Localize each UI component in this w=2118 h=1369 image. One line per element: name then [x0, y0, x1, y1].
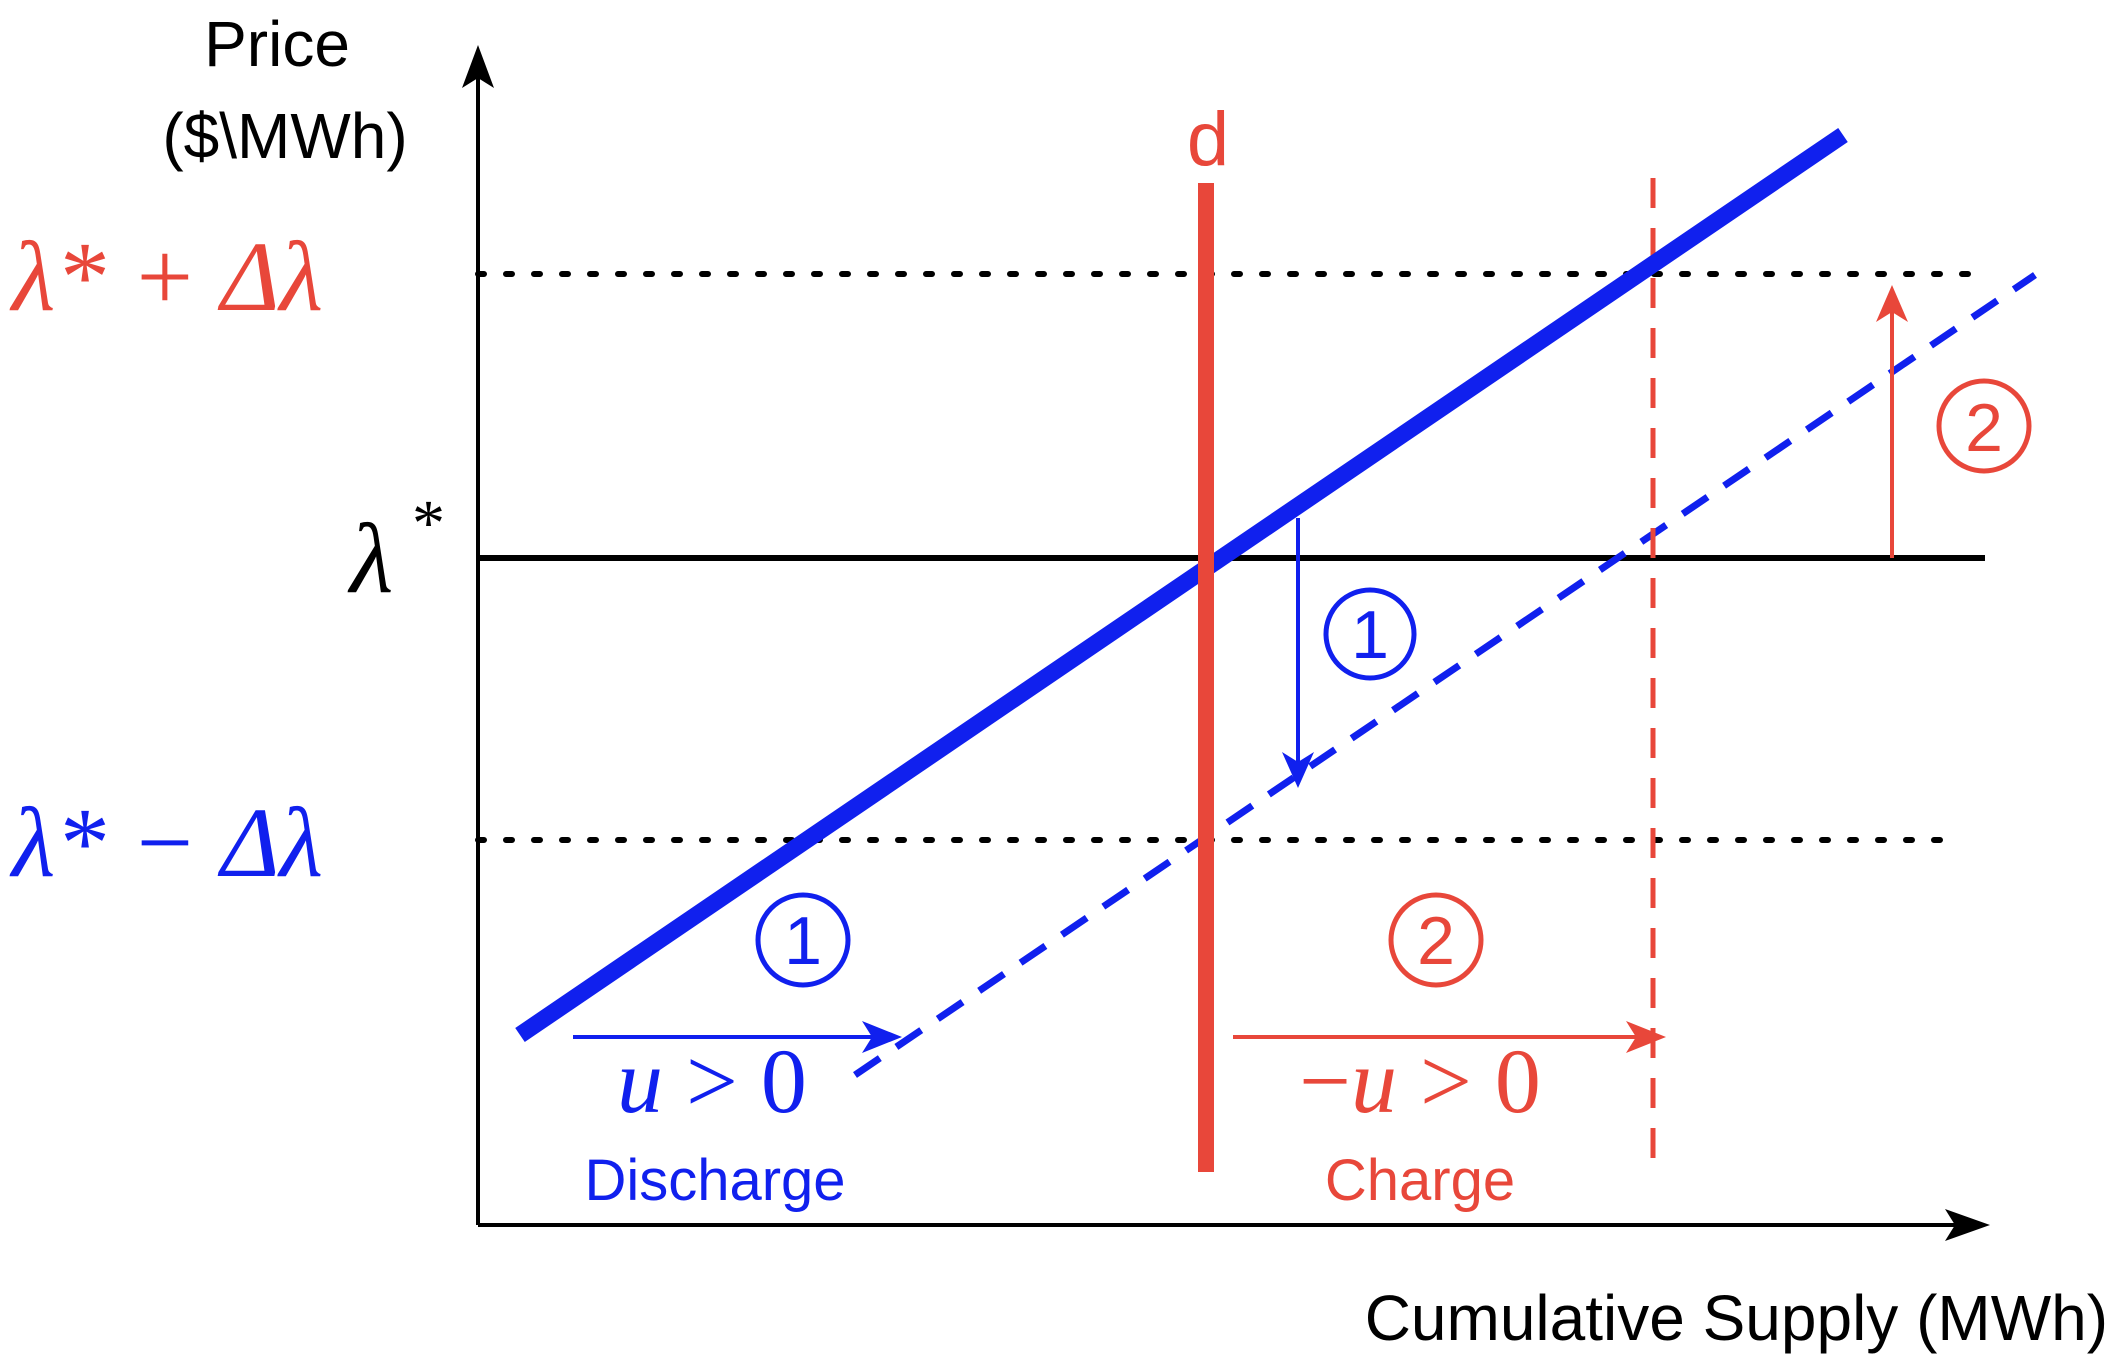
lower-price-expression: λ* − Δλ — [9, 787, 323, 898]
step-two-circle-upper — [1936, 378, 2032, 474]
step-one-circle-lower — [755, 892, 851, 988]
discharge-label: Discharge — [584, 1148, 845, 1213]
x-axis-arrowhead — [1945, 1209, 1990, 1241]
demand-label: d — [1187, 97, 1229, 182]
y-axis-label-line1: Price — [204, 8, 350, 80]
step-one-number-upper: 1 — [1351, 597, 1389, 673]
step-two-marker-upper: 2 — [1936, 378, 2032, 474]
step-one-marker-upper: 1 — [1323, 587, 1417, 681]
step-one-circle-upper — [1323, 587, 1417, 681]
step-one-marker-lower: 1 — [755, 892, 851, 988]
original-supply-curve — [515, 127, 1848, 1043]
discharge-arrowhead — [862, 1021, 902, 1053]
lower-price-label: λ* − Δλ — [9, 787, 323, 898]
equilibrium-price-star: * — [412, 487, 445, 560]
price-shift-up-arrowhead — [1876, 285, 1908, 322]
equilibrium-price-label: λ * — [347, 487, 445, 614]
charge-arrowhead — [1626, 1021, 1666, 1053]
step-two-circle-lower — [1388, 892, 1484, 988]
step-one-number-lower: 1 — [784, 903, 822, 979]
shifted-supply-curve — [853, 272, 2037, 1078]
charge-inequality: −u > 0 — [1299, 1030, 1541, 1132]
equilibrium-price-lambda: λ — [347, 503, 393, 614]
x-axis-label: Cumulative Supply (MWh) — [1365, 1282, 2108, 1354]
y-axis-label-line2: ($\MWh) — [162, 100, 407, 172]
price-shift-down-arrowhead — [1282, 752, 1314, 788]
charge-label: Charge — [1325, 1148, 1515, 1213]
upper-price-label: λ* + Δλ — [9, 221, 323, 332]
step-two-number-lower: 2 — [1417, 903, 1455, 979]
upper-price-expression: λ* + Δλ — [9, 221, 323, 332]
step-two-marker-lower: 2 — [1388, 892, 1484, 988]
step-two-number-upper: 2 — [1965, 390, 2003, 466]
y-axis-arrowhead — [462, 45, 494, 88]
discharge-inequality: u > 0 — [617, 1030, 807, 1132]
